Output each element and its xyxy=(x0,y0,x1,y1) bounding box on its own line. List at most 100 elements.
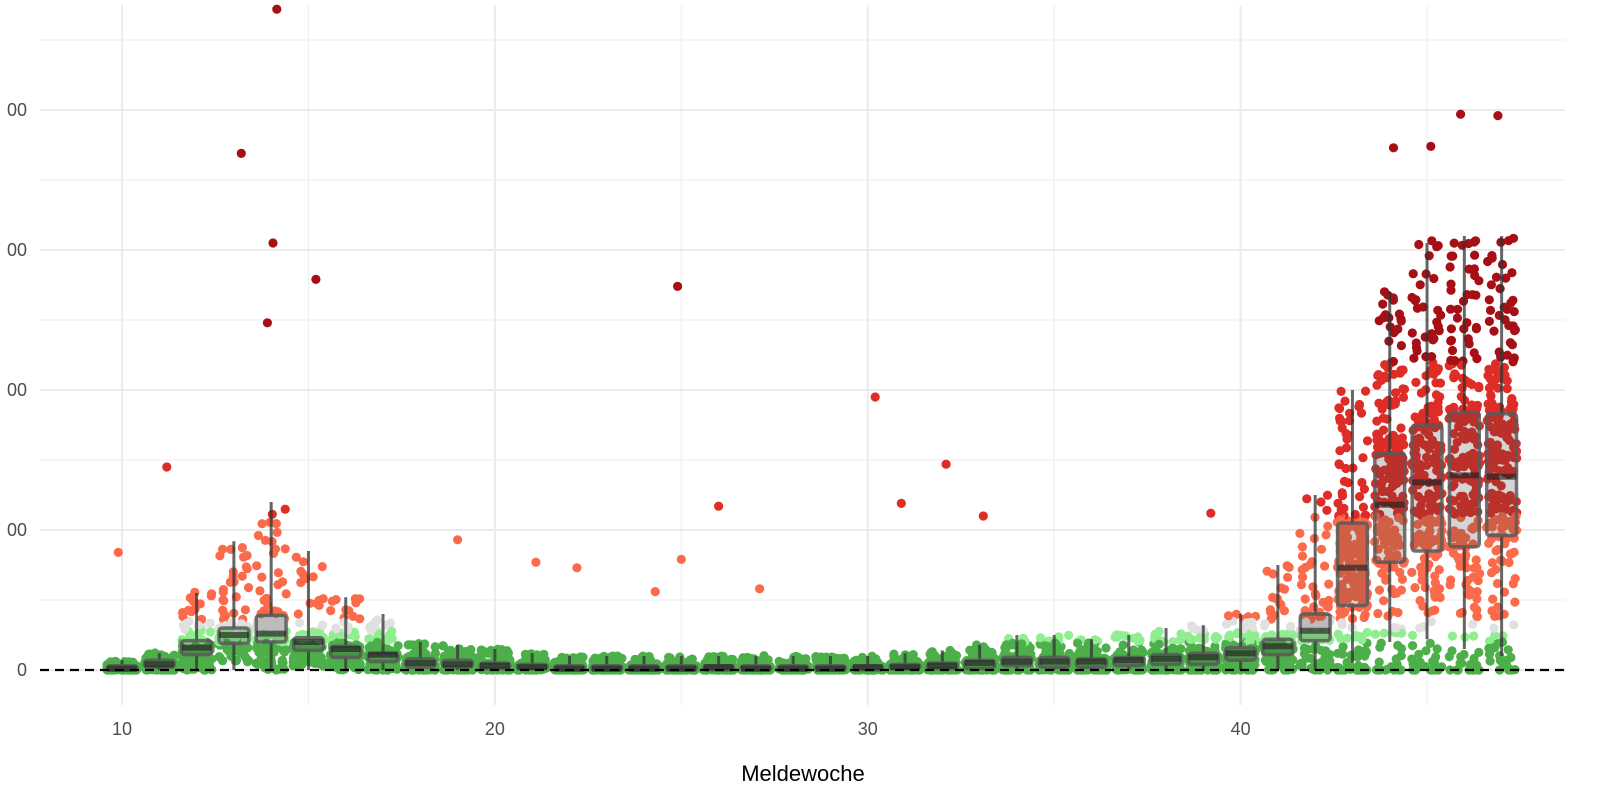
data-point xyxy=(1393,608,1403,618)
data-point xyxy=(1487,568,1497,578)
data-point xyxy=(1427,236,1437,246)
data-point xyxy=(1430,591,1440,601)
data-point xyxy=(1374,316,1384,326)
data-point xyxy=(295,618,305,628)
data-point xyxy=(1250,660,1260,670)
data-point xyxy=(1396,585,1406,595)
data-point xyxy=(1191,625,1202,635)
data-point xyxy=(1415,280,1425,290)
data-point xyxy=(1462,430,1472,440)
data-point xyxy=(591,657,601,667)
data-point xyxy=(1355,492,1365,502)
data-point xyxy=(1300,594,1310,604)
data-point xyxy=(630,654,640,664)
data-point xyxy=(1357,533,1367,543)
data-point xyxy=(665,653,675,663)
data-point xyxy=(1321,646,1331,656)
data-point xyxy=(738,653,748,663)
data-point xyxy=(1420,426,1430,436)
data-point xyxy=(1433,305,1443,315)
data-point xyxy=(393,641,403,651)
data-point xyxy=(1035,633,1046,643)
data-point xyxy=(272,527,282,538)
data-point xyxy=(237,571,247,581)
data-point xyxy=(1378,532,1388,542)
data-point xyxy=(1491,359,1501,369)
data-point xyxy=(1288,655,1298,665)
data-point xyxy=(1413,491,1423,502)
data-point xyxy=(1455,456,1465,466)
data-point xyxy=(1112,665,1122,675)
data-point xyxy=(1322,505,1332,515)
data-point xyxy=(889,651,899,661)
data-point xyxy=(1341,429,1351,439)
data-point xyxy=(1489,623,1499,633)
data-point xyxy=(1469,264,1479,274)
data-point xyxy=(1432,317,1442,327)
data-point xyxy=(926,647,936,658)
data-point xyxy=(1450,356,1460,366)
data-point xyxy=(237,543,247,553)
data-point xyxy=(1324,579,1334,589)
data-point xyxy=(1450,369,1460,379)
data-point xyxy=(255,586,265,596)
data-point xyxy=(257,572,267,582)
data-point xyxy=(1426,617,1436,627)
data-point xyxy=(1510,597,1520,607)
data-point xyxy=(1471,555,1481,565)
data-point xyxy=(1384,470,1395,480)
data-point xyxy=(1073,638,1083,648)
data-point xyxy=(1337,583,1347,593)
data-point xyxy=(1282,561,1292,571)
data-point xyxy=(1407,567,1417,578)
data-point xyxy=(1435,584,1445,594)
data-point xyxy=(1420,661,1430,672)
data-point xyxy=(1408,630,1418,641)
data-point xyxy=(1298,572,1308,582)
data-point xyxy=(1374,585,1385,595)
data-point xyxy=(296,566,306,577)
data-point xyxy=(1447,345,1458,356)
data-point xyxy=(1425,526,1435,537)
data-point xyxy=(1041,646,1051,657)
data-point xyxy=(1224,632,1234,642)
data-point xyxy=(1452,437,1462,447)
data-point xyxy=(339,617,349,627)
data-point xyxy=(1261,657,1271,667)
data-point xyxy=(1429,665,1439,675)
data-point xyxy=(218,585,228,595)
data-point xyxy=(1412,303,1422,313)
data-point xyxy=(466,645,476,655)
data-point xyxy=(1341,463,1351,474)
data-point xyxy=(277,660,287,670)
data-point xyxy=(1266,607,1276,617)
data-point xyxy=(1385,529,1396,539)
data-point xyxy=(342,625,352,635)
data-point xyxy=(1454,534,1464,544)
data-point xyxy=(1448,251,1458,261)
data-point xyxy=(1286,621,1296,631)
data-point xyxy=(1446,336,1456,346)
data-point xyxy=(813,655,823,665)
data-point xyxy=(1398,392,1409,402)
data-point xyxy=(1428,335,1438,345)
data-point xyxy=(1501,273,1511,283)
data-point xyxy=(1418,408,1428,419)
data-point xyxy=(1376,479,1386,489)
data-point xyxy=(1337,488,1347,498)
data-point xyxy=(1268,569,1278,579)
data-point xyxy=(1491,366,1501,376)
data-point xyxy=(242,550,252,561)
data-point xyxy=(252,561,262,571)
data-point xyxy=(1420,541,1430,551)
data-point xyxy=(290,654,301,664)
data-point xyxy=(1279,606,1289,616)
data-point xyxy=(355,614,365,624)
data-point xyxy=(277,577,288,587)
data-point xyxy=(1412,346,1422,356)
data-point xyxy=(219,596,229,606)
data-point xyxy=(1376,638,1386,648)
data-point xyxy=(1357,477,1367,488)
data-point xyxy=(1339,608,1349,618)
data-point xyxy=(1358,502,1368,512)
